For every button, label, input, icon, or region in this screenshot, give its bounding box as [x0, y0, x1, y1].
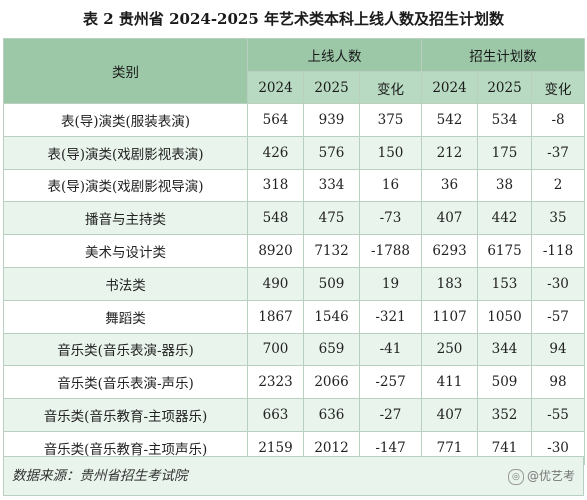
brand-logo-icon: ◎	[507, 468, 524, 485]
plan-2024-cell: 212	[421, 135, 479, 170]
category-cell: 美术与设计类	[3, 234, 248, 268]
category-cell: 书法类	[3, 266, 248, 301]
plan-2024-cell: 183	[421, 266, 479, 301]
online-2025-cell: 576	[303, 135, 360, 170]
online-2025-header: 2025	[303, 71, 360, 104]
plan-2024-cell: 6293	[421, 234, 479, 268]
data-table: 类别 上线人数 招生计划数 2024 2025 变化 2024 2025 变化 …	[3, 38, 586, 465]
online-2025-cell: 7132	[303, 234, 360, 268]
online-change-cell: -27	[358, 398, 423, 432]
online-2025-cell: 2066	[303, 365, 360, 400]
table-row: 音乐类(音乐表演-声乐) 2323 2066 -257 411 509 98	[3, 365, 586, 400]
plan-2024-cell: 542	[421, 103, 479, 137]
online-group-header: 上线人数	[246, 38, 423, 72]
plan-2025-header: 2025	[477, 71, 533, 104]
category-cell: 表(导)演类(戏剧影视表演)	[3, 135, 248, 170]
table-row: 音乐类(音乐表演-器乐) 700 659 -41 250 344 94	[3, 332, 586, 367]
plan-2024-header: 2024	[421, 71, 479, 104]
plan-2024-cell: 407	[421, 201, 479, 236]
plan-2025-cell: 175	[477, 135, 533, 170]
category-cell: 表(导)演类(服装表演)	[3, 103, 248, 137]
category-cell: 音乐类(音乐表演-声乐)	[3, 365, 248, 400]
table-row: 表(导)演类(服装表演) 564 939 375 542 534 -8	[3, 103, 586, 137]
online-2024-cell: 8920	[247, 234, 304, 268]
category-cell: 音乐类(音乐表演-器乐)	[3, 332, 248, 367]
online-change-cell: 19	[358, 266, 423, 301]
table-row: 舞蹈类 1867 1546 -321 1107 1050 -57	[3, 299, 586, 334]
table-row: 音乐类(音乐教育-主项器乐) 663 636 -27 407 352 -55	[3, 398, 586, 432]
table-row: 表(导)演类(戏剧影视表演) 426 576 150 212 175 -37	[3, 135, 586, 170]
table-row: 表(导)演类(戏剧影视导演) 318 334 16 36 38 2	[3, 168, 586, 203]
table-row: 书法类 490 509 19 183 153 -30	[3, 266, 586, 301]
category-header: 类别	[3, 38, 248, 104]
footer-bar: 数据来源：贵州省招生考试院 ◎ @优艺考	[3, 456, 584, 496]
online-change-cell: -73	[358, 201, 423, 236]
plan-2025-cell: 1050	[477, 299, 533, 334]
plan-2025-cell: 534	[477, 103, 533, 137]
plan-change-cell: 35	[531, 201, 586, 236]
plan-change-cell: -118	[531, 234, 586, 268]
plan-2024-cell: 407	[421, 398, 479, 432]
plan-change-cell: -30	[531, 266, 586, 301]
plan-2024-cell: 1107	[421, 299, 479, 334]
online-2025-cell: 475	[303, 201, 360, 236]
online-change-cell: -257	[358, 365, 423, 400]
online-change-cell: -321	[358, 299, 423, 334]
online-2024-cell: 564	[247, 103, 304, 137]
online-2024-cell: 548	[247, 201, 304, 236]
plan-2025-cell: 38	[477, 168, 533, 203]
online-2024-cell: 426	[247, 135, 304, 170]
online-2025-cell: 509	[303, 266, 360, 301]
category-cell: 音乐类(音乐教育-主项器乐)	[3, 398, 248, 432]
online-change-cell: 16	[358, 168, 423, 203]
plan-change-header: 变化	[531, 71, 586, 104]
plan-2024-cell: 411	[421, 365, 479, 400]
category-cell: 播音与主持类	[3, 201, 248, 236]
online-2025-cell: 1546	[303, 299, 360, 334]
table-row: 美术与设计类 8920 7132 -1788 6293 6175 -118	[3, 234, 586, 268]
online-2025-cell: 659	[303, 332, 360, 367]
plan-2025-cell: 442	[477, 201, 533, 236]
plan-2025-cell: 344	[477, 332, 533, 367]
plan-change-cell: 2	[531, 168, 586, 203]
online-2025-cell: 939	[303, 103, 360, 137]
category-cell: 舞蹈类	[3, 299, 248, 334]
online-change-cell: -1788	[358, 234, 423, 268]
plan-change-cell: -37	[531, 135, 586, 170]
online-change-cell: 375	[358, 103, 423, 137]
brand-watermark: ◎ @优艺考	[507, 467, 575, 485]
header-row: 类别 上线人数 招生计划数	[3, 38, 586, 104]
online-change-header: 变化	[358, 71, 423, 104]
plan-2025-cell: 352	[477, 398, 533, 432]
table-row: 播音与主持类 548 475 -73 407 442 35	[3, 201, 586, 236]
online-2024-cell: 318	[247, 168, 304, 203]
data-source-note: 数据来源：贵州省招生考试院	[12, 468, 188, 484]
online-2024-cell: 700	[247, 332, 304, 367]
plan-change-cell: -8	[531, 103, 586, 137]
plan-2025-cell: 509	[477, 365, 533, 400]
table-title: 表 2 贵州省 2024-2025 年艺术类本科上线人数及招生计划数	[82, 10, 505, 28]
plan-2024-cell: 250	[421, 332, 479, 367]
brand-watermark-text: @优艺考	[526, 469, 575, 483]
online-2024-cell: 490	[247, 266, 304, 301]
online-change-cell: 150	[358, 135, 423, 170]
online-2025-cell: 334	[303, 168, 360, 203]
plan-change-cell: 98	[531, 365, 586, 400]
online-change-cell: -41	[358, 332, 423, 367]
online-2025-cell: 636	[303, 398, 360, 432]
online-2024-header: 2024	[247, 71, 304, 104]
plan-2025-cell: 153	[477, 266, 533, 301]
category-cell: 表(导)演类(戏剧影视导演)	[3, 168, 248, 203]
plan-change-cell: -57	[531, 299, 586, 334]
subheader-row: 2024 2025 变化 2024 2025 变化	[4, 71, 586, 104]
plan-2024-cell: 36	[421, 168, 479, 203]
plan-group-header: 招生计划数	[421, 38, 586, 72]
online-2024-cell: 663	[247, 398, 304, 432]
online-2024-cell: 1867	[247, 299, 304, 334]
plan-change-cell: 94	[531, 332, 586, 367]
plan-2025-cell: 6175	[477, 234, 533, 268]
online-2024-cell: 2323	[247, 365, 304, 400]
plan-change-cell: -55	[531, 398, 586, 432]
